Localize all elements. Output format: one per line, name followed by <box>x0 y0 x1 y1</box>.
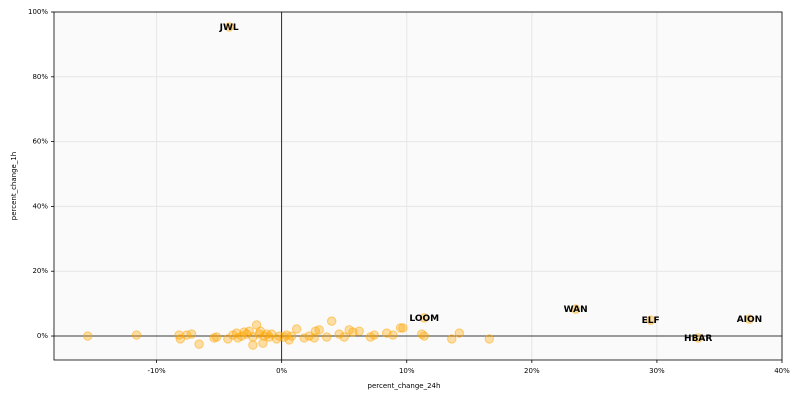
point <box>744 314 755 324</box>
y-tick-label: 0% <box>37 332 48 340</box>
point <box>354 326 364 336</box>
point <box>447 334 457 344</box>
point-label: JWL <box>219 23 239 33</box>
point <box>419 313 429 323</box>
y-axis-label: percent_change_1h <box>10 152 18 220</box>
point <box>299 333 309 343</box>
point <box>326 316 337 326</box>
plot-frame <box>53 11 783 361</box>
point <box>419 331 429 341</box>
point <box>83 331 93 341</box>
point-label: LOOM <box>409 314 439 324</box>
point <box>224 22 234 32</box>
plot-area <box>54 12 782 360</box>
point-label: WAN <box>564 305 588 315</box>
point-label: AION <box>737 315 763 325</box>
x-tick-label: 40% <box>774 367 790 375</box>
point <box>286 331 297 341</box>
point <box>211 332 222 342</box>
point <box>304 331 314 341</box>
point <box>484 334 494 344</box>
point <box>339 332 349 342</box>
y-tick-label: 40% <box>32 202 48 210</box>
point <box>369 330 379 340</box>
x-tick-label: 0% <box>276 367 287 375</box>
y-tick-label: 60% <box>32 138 48 146</box>
x-axis-label: percent_change_24h <box>368 382 441 390</box>
point <box>314 325 324 335</box>
y-tick-label: 20% <box>32 267 48 275</box>
point <box>388 330 398 340</box>
point <box>321 332 332 342</box>
point <box>248 340 258 350</box>
point <box>194 339 204 349</box>
point <box>258 338 268 348</box>
y-tick-label: 100% <box>28 8 48 16</box>
point <box>645 315 656 325</box>
point <box>334 329 344 339</box>
point-label: HBAR <box>684 334 712 344</box>
point <box>395 323 406 333</box>
point <box>454 328 464 338</box>
point <box>693 333 703 343</box>
point-label: ELF <box>642 316 660 326</box>
y-tick-label: 80% <box>32 73 48 81</box>
point <box>186 329 197 339</box>
x-tick-label: 30% <box>649 367 665 375</box>
point <box>398 323 408 333</box>
point <box>309 333 319 343</box>
x-tick-label: 10% <box>399 367 415 375</box>
point <box>291 324 302 334</box>
point <box>570 304 581 314</box>
x-tick-label: 20% <box>524 367 540 375</box>
x-tick-label: -10% <box>148 367 166 375</box>
point <box>131 330 142 340</box>
